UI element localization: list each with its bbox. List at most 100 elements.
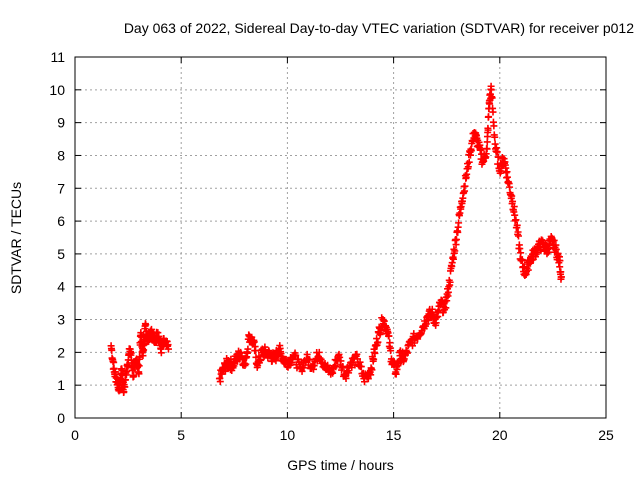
data-point	[451, 247, 459, 255]
data-point	[244, 345, 252, 353]
data-point	[528, 256, 536, 264]
data-point	[385, 332, 393, 340]
data-point	[157, 349, 165, 357]
data-point	[216, 378, 224, 386]
y-tick-label: 2	[57, 344, 65, 360]
x-tick-label: 10	[280, 427, 296, 443]
data-point	[552, 245, 560, 253]
y-tick-label: 11	[50, 49, 65, 65]
data-point	[110, 358, 118, 366]
y-tick-label: 5	[57, 246, 65, 262]
x-tick-label: 0	[71, 427, 79, 443]
data-point	[339, 362, 347, 370]
data-point	[508, 192, 516, 200]
data-point	[483, 145, 491, 153]
data-point	[489, 108, 497, 116]
data-point	[466, 151, 474, 159]
data-point	[443, 297, 451, 305]
data-point	[135, 370, 143, 378]
data-point	[403, 349, 411, 357]
x-tick-label: 20	[492, 427, 508, 443]
data-point	[550, 236, 558, 244]
chart-title: Day 063 of 2022, Sidereal Day-to-day VTE…	[123, 20, 634, 36]
y-tick-label: 6	[57, 213, 65, 229]
data-point	[487, 86, 495, 94]
y-tick-label: 0	[57, 410, 65, 426]
data-point	[461, 182, 469, 190]
y-tick-label: 3	[57, 312, 65, 328]
x-tick-label: 5	[177, 427, 185, 443]
data-point	[135, 362, 143, 370]
data-point	[136, 353, 144, 361]
data-point	[292, 351, 300, 359]
x-tick-label: 15	[386, 427, 402, 443]
data-point	[336, 353, 344, 361]
data-point	[108, 346, 116, 354]
y-tick-label: 7	[57, 180, 65, 196]
data-point	[121, 376, 129, 384]
data-point	[142, 321, 150, 329]
data-point	[373, 335, 381, 343]
data-point	[164, 345, 172, 353]
data-point	[509, 197, 517, 205]
data-point	[357, 363, 365, 371]
data-point	[514, 232, 522, 240]
y-tick-label: 9	[57, 115, 65, 131]
data-point	[513, 221, 521, 229]
data-point	[121, 383, 129, 391]
data-point	[380, 317, 388, 325]
data-point	[250, 338, 258, 346]
data-point	[442, 304, 450, 312]
data-point	[127, 349, 135, 357]
data-point	[557, 273, 565, 281]
data-point	[387, 347, 395, 355]
data-point	[374, 338, 382, 346]
plot-frame	[74, 56, 607, 419]
data-point	[524, 266, 532, 274]
data-point	[300, 364, 308, 372]
data-point	[449, 255, 457, 263]
y-tick-label: 4	[57, 279, 65, 295]
data-point	[556, 257, 564, 265]
data-point	[370, 355, 378, 363]
data-point	[497, 167, 505, 175]
data-point	[517, 249, 525, 257]
data-point	[460, 189, 468, 197]
x-axis-label: GPS time / hours	[287, 457, 394, 473]
y-tick-label: 10	[49, 82, 65, 98]
data-point	[337, 357, 345, 365]
data-point	[446, 278, 454, 286]
data-point	[467, 147, 475, 155]
data-point	[464, 163, 472, 171]
data-point	[342, 374, 350, 382]
data-point	[332, 363, 340, 371]
data-point	[477, 145, 485, 153]
data-point	[485, 113, 493, 121]
data-point	[491, 133, 499, 141]
y-tick-label: 8	[57, 147, 65, 163]
data-point	[493, 148, 501, 156]
data-point	[367, 371, 375, 379]
y-axis-label: SDTVAR / TECUs	[8, 181, 24, 295]
data-point	[393, 365, 401, 373]
x-tick-label: 25	[598, 427, 614, 443]
data-series	[107, 82, 565, 396]
data-point	[465, 158, 473, 166]
data-point	[368, 366, 376, 374]
y-tick-label: 1	[57, 377, 65, 393]
data-point	[512, 216, 520, 224]
data-point	[510, 203, 518, 211]
data-point	[371, 349, 379, 357]
data-point	[361, 378, 369, 386]
data-point	[242, 360, 250, 368]
data-point	[488, 94, 496, 102]
data-point	[130, 372, 138, 380]
data-point	[392, 370, 400, 378]
data-point	[257, 356, 265, 364]
data-point	[490, 122, 498, 130]
data-point	[452, 236, 460, 244]
data-point	[455, 219, 463, 227]
data-point	[345, 369, 353, 377]
